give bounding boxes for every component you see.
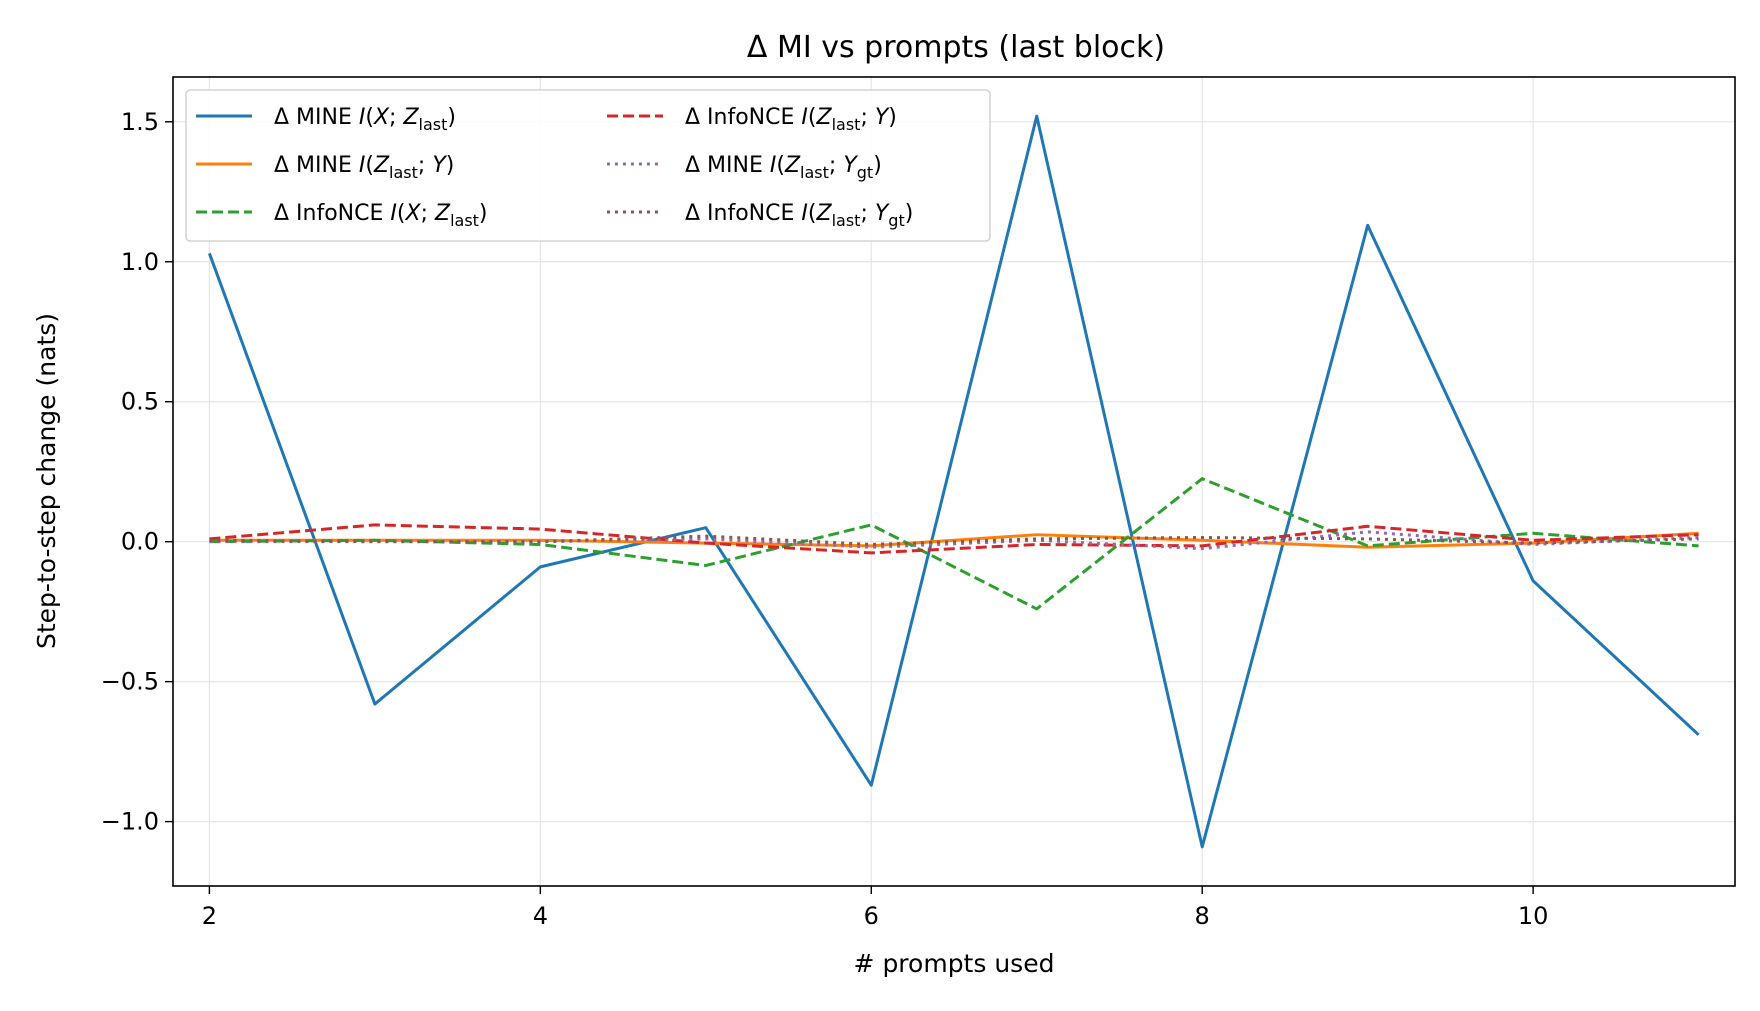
x-axis-ticks: 2 4 6 8 10 bbox=[202, 886, 1549, 930]
legend-label-2: Δ MINE I(Zlast; Y) bbox=[274, 153, 454, 182]
series-line-1 bbox=[207, 114, 1700, 849]
chart-title: Δ MI vs prompts (last block) bbox=[747, 30, 1165, 65]
legend-box bbox=[185, 89, 991, 242]
y-tick-label: 1.0 bbox=[121, 248, 159, 276]
series-line-4 bbox=[209, 523, 1699, 555]
y-tick-label: 0.0 bbox=[121, 528, 159, 556]
y-tick-label: −1.0 bbox=[101, 808, 159, 836]
legend: Δ MINE I(X; Zlast) Δ MINE I(Zlast; Y) Δ In… bbox=[185, 89, 991, 242]
legend-label-1: Δ MINE I(X; Zlast) bbox=[274, 105, 456, 134]
x-tick-label: 4 bbox=[533, 902, 548, 930]
y-tick-label: −0.5 bbox=[101, 668, 159, 696]
legend-label-3: Δ InfoNCE I(X; Zlast) bbox=[274, 201, 488, 230]
y-tick-label: 0.5 bbox=[121, 388, 159, 416]
legend-label-4: Δ InfoNCE I(Zlast; Y) bbox=[685, 105, 897, 134]
x-tick-label: 8 bbox=[1195, 902, 1210, 930]
series-line-6 bbox=[209, 534, 1699, 546]
x-tick-label: 6 bbox=[864, 902, 879, 930]
y-tick-label: 1.5 bbox=[121, 108, 159, 136]
series-lines bbox=[207, 114, 1700, 849]
legend-label-5: Δ MINE I(Zlast; Ygt) bbox=[685, 153, 882, 182]
plot-frame bbox=[172, 76, 1736, 887]
legend-label-6: Δ InfoNCE I(Zlast; Ygt) bbox=[685, 201, 913, 230]
y-axis-ticks: −1.0 −0.5 0.0 0.5 1.0 1.5 bbox=[101, 108, 173, 836]
x-tick-label: 10 bbox=[1518, 902, 1549, 930]
x-tick-label: 2 bbox=[202, 902, 217, 930]
x-axis-label: # prompts used bbox=[854, 949, 1055, 978]
y-axis-label: Step-to-step change (nats) bbox=[32, 313, 61, 649]
